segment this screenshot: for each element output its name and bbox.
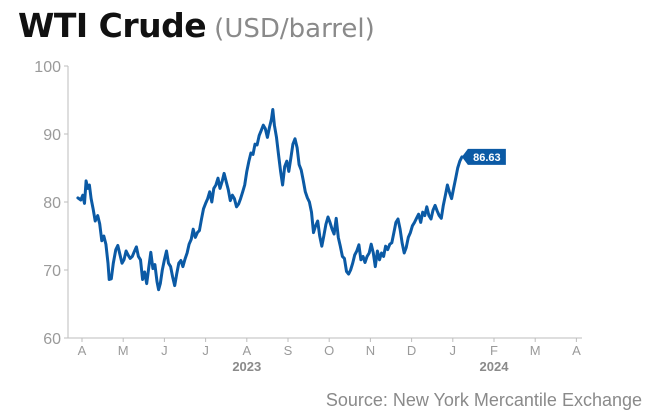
value-label-layer: 86.63 <box>461 148 506 165</box>
source-note: Source: New York Mercantile Exchange <box>325 390 642 410</box>
last-value-tag <box>461 148 506 165</box>
x-tick-label: A <box>242 343 251 358</box>
year-label: 2023 <box>232 359 261 374</box>
price-line <box>76 108 464 292</box>
x-tick-label: A <box>78 343 87 358</box>
x-tick-label: O <box>324 343 334 358</box>
x-tick-label: M <box>118 343 129 358</box>
x-tick-label: J <box>161 343 168 358</box>
x-tick-label: A <box>572 343 581 358</box>
y-tick-label: 100 <box>34 59 61 76</box>
y-tick-label: 70 <box>43 263 61 280</box>
x-tick-label: S <box>284 343 293 358</box>
x-tick-label: D <box>407 343 416 358</box>
chart-title: WTI Crude <box>18 6 207 45</box>
y-tick-label: 90 <box>43 127 61 144</box>
chart-title-row: WTI Crude (USD/barrel) <box>18 6 375 50</box>
x-tick-label: J <box>202 343 209 358</box>
y-tick-label: 80 <box>43 195 61 212</box>
x-tick-label: M <box>530 343 541 358</box>
x-tick-label: F <box>490 343 498 358</box>
x-tick-label: J <box>450 343 457 358</box>
x-tick-label: N <box>366 343 375 358</box>
y-tick-label: 60 <box>43 331 61 348</box>
last-value-label: 86.63 <box>473 152 501 164</box>
year-label: 2024 <box>480 359 510 374</box>
chart-unit-label: (USD/barrel) <box>214 14 375 44</box>
series-layer <box>76 108 464 292</box>
